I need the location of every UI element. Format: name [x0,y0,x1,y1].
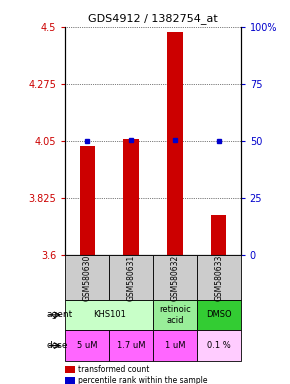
Text: 1 uM: 1 uM [165,341,185,350]
Text: GSM580631: GSM580631 [126,254,135,301]
Text: retinoic
acid: retinoic acid [159,305,191,324]
Text: agent: agent [46,310,73,319]
Bar [79,146,95,255]
Text: 1.7 uM: 1.7 uM [117,341,145,350]
Text: dose: dose [46,341,68,350]
Text: GSM580630: GSM580630 [83,254,92,301]
Text: 0.1 %: 0.1 % [207,341,231,350]
Bar [123,139,139,255]
Text: GSM580633: GSM580633 [214,254,223,301]
Title: GDS4912 / 1382754_at: GDS4912 / 1382754_at [88,13,218,24]
Text: transformed count: transformed count [78,365,150,374]
Bar [211,215,226,255]
Text: 5 uM: 5 uM [77,341,97,350]
Text: percentile rank within the sample: percentile rank within the sample [78,376,208,384]
Text: GSM580632: GSM580632 [171,254,180,301]
Text: DMSO: DMSO [206,310,232,319]
Text: KHS101: KHS101 [93,310,126,319]
Bar [167,32,183,255]
